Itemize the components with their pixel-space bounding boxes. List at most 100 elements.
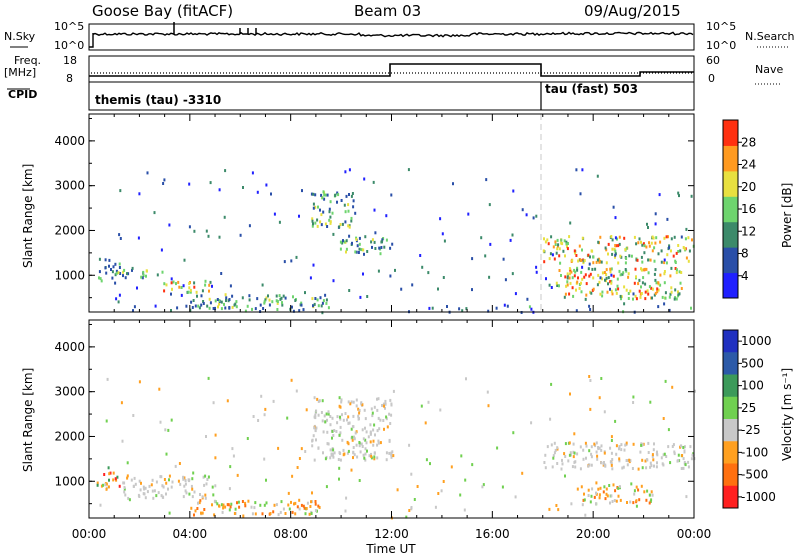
ytick-label: 1000 — [54, 474, 85, 488]
scatter-cell — [333, 451, 336, 455]
scatter-cell — [339, 240, 342, 244]
scatter-cell — [392, 389, 395, 393]
scatter-cell — [187, 290, 190, 294]
scatter-cell — [400, 287, 403, 291]
scatter-cell — [555, 281, 558, 285]
scatter-cell — [200, 294, 203, 298]
scatter-cell — [319, 296, 322, 300]
scatter-cell — [567, 242, 569, 245]
scatter-cell — [118, 484, 121, 488]
scatter-cell — [643, 244, 646, 248]
scatter-cell — [605, 268, 608, 272]
scatter-cell — [614, 253, 617, 257]
scatter-cell — [322, 210, 325, 214]
scatter-cell — [180, 286, 183, 289]
scatter-cell — [364, 447, 367, 451]
scatter-cell — [320, 193, 323, 197]
scatter-cell — [121, 439, 124, 443]
scatter-cell — [614, 244, 617, 247]
scatter-cell — [335, 430, 338, 433]
scatter-cell — [601, 290, 604, 294]
colorbar-swatch — [723, 272, 738, 299]
scatter-cell — [332, 448, 335, 452]
scatter-cell — [190, 506, 193, 510]
scatter-cell — [557, 508, 560, 512]
scatter-cell — [328, 210, 331, 214]
scatter-cell — [306, 501, 309, 505]
scatter-cell — [640, 255, 643, 259]
scatter-cell — [364, 235, 367, 239]
scatter-cell — [634, 267, 637, 271]
scatter-cell — [388, 439, 391, 443]
scatter-cell — [209, 301, 212, 305]
scatter-cell — [347, 442, 350, 446]
scatter-cell — [677, 453, 680, 457]
scatter-cell — [655, 236, 658, 240]
scatter-cell — [382, 402, 385, 406]
scatter-cell — [601, 271, 604, 275]
scatter-cell — [139, 488, 142, 492]
scatter-cell — [193, 490, 196, 494]
scatter-cell — [603, 485, 606, 489]
scatter-cell — [619, 254, 622, 258]
scatter-cell — [290, 378, 293, 382]
scatter-cell — [248, 294, 251, 298]
scatter-cell — [338, 225, 341, 229]
scatter-cell — [284, 296, 287, 300]
scatter-cell — [556, 462, 559, 465]
scatter-cell — [132, 414, 135, 417]
scatter-cell — [354, 250, 357, 254]
scatter-cell — [350, 468, 353, 472]
scatter-cell — [682, 457, 685, 461]
scatter-cell — [385, 417, 388, 421]
scatter-cell — [556, 446, 559, 450]
scatter-cell — [155, 494, 158, 498]
scatter-cell — [618, 445, 621, 449]
scatter-cell — [154, 304, 157, 308]
scatter-cell — [644, 290, 647, 294]
scatter-cell — [570, 502, 573, 506]
scatter-cell — [159, 420, 162, 424]
scatter-cell — [583, 492, 585, 496]
scatter-cell — [589, 407, 592, 411]
scatter-cell — [694, 389, 696, 393]
scatter-cell — [261, 283, 264, 287]
scatter-cell — [587, 267, 590, 271]
scatter-cell — [179, 482, 182, 486]
scatter-cell — [268, 298, 271, 302]
scatter-cell — [677, 250, 680, 253]
colorbar-tick-label: -500 — [741, 468, 768, 482]
scatter-cell — [305, 507, 308, 510]
power-colorbar: 4 8 12 16 20 24 28 Power [dB] — [722, 119, 794, 299]
scatter-cell — [650, 498, 653, 502]
scatter-cell — [300, 503, 303, 507]
scatter-cell — [369, 432, 372, 436]
scatter-cell — [237, 500, 240, 504]
scatter-cell — [214, 484, 217, 488]
scatter-cell — [617, 494, 620, 498]
scatter-cell — [610, 435, 613, 439]
scatter-cell — [220, 300, 223, 304]
scatter-cell — [309, 276, 312, 280]
scatter-cell — [191, 495, 194, 499]
scatter-cell — [611, 500, 614, 503]
scatter-cell — [226, 503, 229, 507]
scatter-cell — [598, 280, 601, 284]
scatter-cell — [408, 443, 411, 447]
scatter-cell — [574, 251, 577, 255]
scatter-cell — [573, 249, 576, 253]
ytick-label: 2000 — [54, 429, 85, 443]
scatter-cell — [151, 478, 154, 482]
scatter-cell — [670, 266, 673, 270]
scatter-cell — [643, 251, 646, 255]
scatter-cell — [194, 304, 197, 308]
scatter-cell — [583, 498, 586, 502]
scatter-cell — [378, 427, 381, 431]
scatter-cell — [327, 410, 330, 414]
scatter-cell — [670, 290, 673, 294]
scatter-cell — [362, 248, 365, 252]
scatter-cell — [625, 441, 628, 445]
scatter-cell — [165, 452, 168, 456]
scatter-cell — [546, 445, 549, 449]
scatter-cell — [683, 449, 686, 453]
